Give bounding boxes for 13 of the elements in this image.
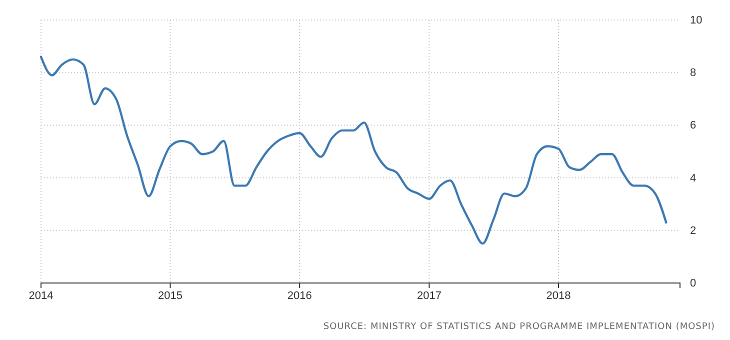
line-series bbox=[40, 56, 668, 245]
y-tick-label: 0 bbox=[690, 278, 696, 290]
y-tick-label: 4 bbox=[690, 172, 696, 184]
x-tick-label: 2017 bbox=[416, 290, 442, 302]
y-tick-label: 6 bbox=[690, 120, 696, 132]
source-note: SOURCE: MINISTRY OF STATISTICS AND PROGRAMME IMPLEMENTATION (MOSPI) bbox=[323, 322, 715, 332]
x-tick-label: 2014 bbox=[28, 290, 54, 302]
y-tick-label: 10 bbox=[690, 14, 702, 27]
x-tick-label: 2015 bbox=[158, 290, 183, 302]
x-tick-label: 2018 bbox=[546, 290, 571, 302]
y-tick-label: 2 bbox=[690, 224, 696, 237]
x-tick-label: 2016 bbox=[287, 290, 312, 302]
y-tick-label: 8 bbox=[690, 67, 696, 80]
